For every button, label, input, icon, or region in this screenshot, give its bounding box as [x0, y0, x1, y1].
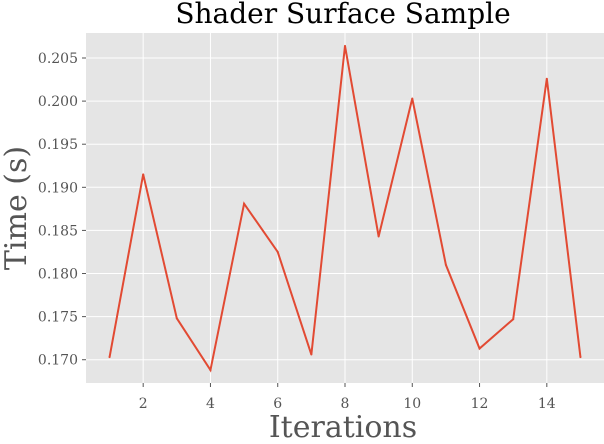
y-tick-label: 0.170: [38, 353, 78, 369]
y-tick-label: 0.185: [38, 223, 78, 239]
data-point: [411, 97, 414, 100]
grid-lines: [86, 33, 604, 383]
data-point: [512, 318, 515, 321]
y-axis-label: Time (s): [0, 146, 34, 270]
axis-ticks: 0.170 0.175 0.180 0.185 0.190 0.195 0.200 0.205…: [38, 51, 556, 412]
x-tick-label: 14: [538, 396, 556, 412]
data-point: [478, 347, 481, 350]
x-tick-label: 4: [206, 396, 215, 412]
y-tick-label: 0.195: [38, 137, 78, 153]
data-point: [579, 356, 582, 359]
x-tick-label: 6: [273, 396, 282, 412]
x-tick-label: 12: [471, 396, 489, 412]
y-tick-label: 0.200: [38, 94, 78, 110]
data-point: [344, 44, 346, 47]
data-point: [175, 317, 178, 320]
x-tick-label: 10: [403, 396, 421, 412]
data-point: [444, 263, 447, 266]
y-tick-label: 0.180: [38, 267, 78, 283]
data-point: [108, 356, 111, 359]
series-layer: [108, 44, 582, 373]
x-tick-label: 8: [341, 396, 350, 412]
data-point: [142, 173, 145, 176]
y-tick-label: 0.190: [38, 180, 78, 196]
x-tick-label: 2: [139, 396, 148, 412]
data-point: [276, 250, 279, 253]
chart-title: Shader Surface Sample: [175, 0, 510, 30]
data-point: [545, 77, 548, 80]
y-tick-label: 0.175: [38, 310, 78, 326]
data-point: [209, 369, 212, 372]
data-point: [377, 235, 380, 238]
data-point: [243, 202, 246, 205]
data-point: [310, 353, 313, 356]
y-tick-label: 0.205: [38, 51, 78, 67]
x-axis-label: Iterations: [269, 410, 417, 444]
